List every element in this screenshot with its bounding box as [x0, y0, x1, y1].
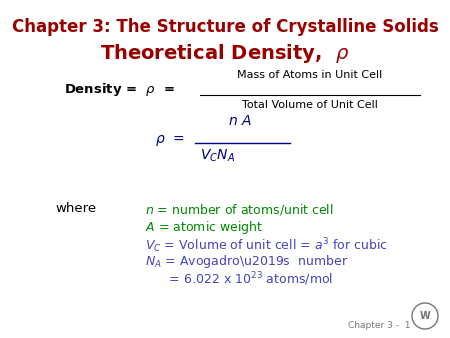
Text: J: J: [424, 310, 426, 316]
Text: Theoretical Density,  $\rho$: Theoretical Density, $\rho$: [100, 42, 350, 65]
Text: where: where: [55, 202, 96, 215]
Text: $A$ = atomic weight: $A$ = atomic weight: [145, 219, 263, 236]
Text: $\rho$  =: $\rho$ =: [155, 132, 185, 147]
Text: Chapter 3: The Structure of Crystalline Solids: Chapter 3: The Structure of Crystalline …: [12, 18, 438, 36]
Text: Mass of Atoms in Unit Cell: Mass of Atoms in Unit Cell: [238, 70, 382, 80]
Text: Total Volume of Unit Cell: Total Volume of Unit Cell: [242, 100, 378, 110]
Text: $V_C$ = Volume of unit cell = $a^3$ for cubic: $V_C$ = Volume of unit cell = $a^3$ for …: [145, 236, 388, 255]
Text: $n\ A$: $n\ A$: [228, 114, 252, 128]
Text: Density =  $\rho$  =: Density = $\rho$ =: [64, 81, 175, 98]
Text: $N_A$ = Avogadro\u2019s  number: $N_A$ = Avogadro\u2019s number: [145, 253, 348, 270]
Text: = 6.022 x 10$^{23}$ atoms/mol: = 6.022 x 10$^{23}$ atoms/mol: [145, 270, 333, 288]
Text: $V_C N_A$: $V_C N_A$: [200, 148, 235, 164]
Text: Chapter 3 -  1: Chapter 3 - 1: [348, 321, 410, 330]
Text: W: W: [419, 311, 430, 321]
Text: $n$ = number of atoms/unit cell: $n$ = number of atoms/unit cell: [145, 202, 334, 217]
